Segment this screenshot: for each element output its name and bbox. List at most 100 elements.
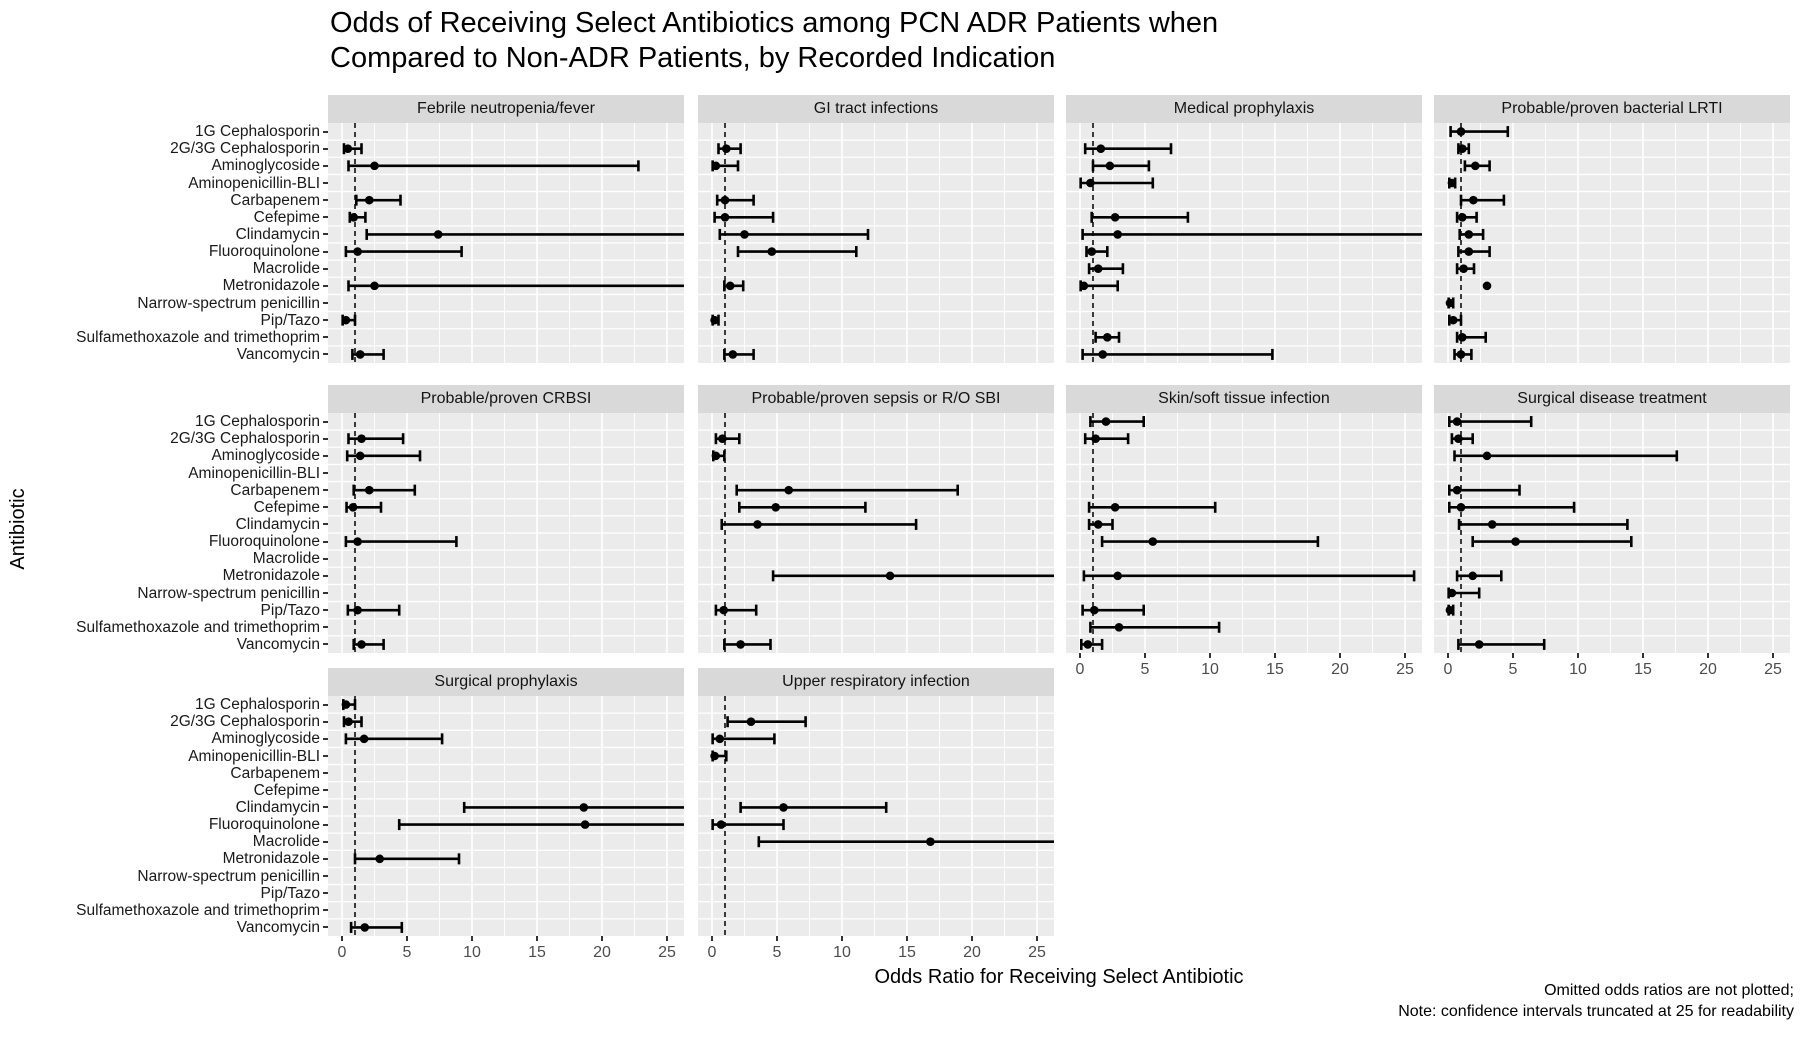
estimate-metronidazole bbox=[353, 853, 461, 865]
estimate-cefepime bbox=[348, 211, 367, 223]
forest-svg bbox=[698, 696, 1054, 936]
or-point bbox=[1101, 417, 1111, 426]
estimate-metronidazole bbox=[771, 570, 1054, 582]
estimate-2g-3g-cephalosporin bbox=[347, 433, 405, 445]
x-axis-label-15: 15 bbox=[898, 944, 916, 961]
or-point bbox=[1445, 605, 1455, 615]
forest-svg bbox=[1434, 413, 1790, 653]
estimate-metronidazole bbox=[723, 280, 745, 292]
y-axis-label-metronidazole: Metronidazole bbox=[222, 850, 320, 868]
or-point bbox=[1454, 434, 1463, 444]
y-axis-tick bbox=[323, 267, 328, 270]
estimate-2g-3g-cephalosporin bbox=[342, 716, 363, 728]
estimate-2g-3g-cephalosporin bbox=[1083, 143, 1173, 155]
estimate-cefepime bbox=[1455, 211, 1478, 223]
y-axis-tick bbox=[323, 506, 328, 509]
estimate-pip-tazo bbox=[1448, 314, 1463, 326]
or-point bbox=[1456, 350, 1466, 359]
forest-svg bbox=[1434, 123, 1790, 363]
forest-svg bbox=[1066, 413, 1422, 653]
facet-strip-medical-prophylaxis: Medical prophylaxis bbox=[1066, 95, 1422, 123]
y-axis-tick bbox=[323, 840, 328, 843]
or-point bbox=[1458, 144, 1467, 154]
y-axis-tick bbox=[323, 574, 328, 577]
or-point bbox=[736, 640, 745, 649]
x-axis-tick bbox=[601, 936, 603, 941]
y-axis-label-sulfamethoxazole-and-trimethoprim: Sulfamethoxazole and trimethoprim bbox=[76, 328, 320, 346]
x-axis-label-15: 15 bbox=[1266, 661, 1284, 678]
x-axis-tick bbox=[1577, 653, 1579, 658]
y-axis-tick bbox=[323, 909, 328, 912]
or-point bbox=[1105, 161, 1115, 171]
or-point bbox=[343, 144, 353, 154]
y-axis-label-fluoroquinolone: Fluoroquinolone bbox=[208, 243, 320, 261]
footnote-line2: Note: confidence intervals truncated at … bbox=[1398, 1003, 1794, 1020]
or-point bbox=[355, 350, 365, 359]
y-axis-label-aminopenicillin-bli: Aminopenicillin-BLI bbox=[188, 174, 320, 192]
estimate-fluoroquinolone bbox=[344, 246, 463, 258]
estimate-clindamycin bbox=[1457, 518, 1629, 530]
y-axis-tick bbox=[323, 926, 328, 929]
facet-strip-surgical-prophylaxis: Surgical prophylaxis bbox=[328, 668, 684, 696]
estimate-vancomycin bbox=[1457, 638, 1546, 650]
or-point bbox=[1093, 264, 1103, 274]
estimate-cefepime bbox=[1090, 211, 1190, 223]
estimate-aminoglycoside bbox=[345, 450, 422, 462]
or-point bbox=[753, 520, 762, 529]
estimate-narrow-spectrum-penicillin bbox=[1447, 587, 1481, 599]
y-axis-tick bbox=[323, 875, 328, 877]
facet-strip-probable-proven-bacterial-lrti: Probable/proven bacterial LRTI bbox=[1434, 95, 1790, 123]
x-axis-label-25: 25 bbox=[1764, 661, 1782, 678]
or-point bbox=[1468, 571, 1477, 581]
estimate-fluoroquinolone bbox=[711, 819, 785, 831]
estimate-carbapenem bbox=[715, 194, 755, 206]
or-point bbox=[1474, 640, 1484, 649]
y-axis-tick bbox=[323, 643, 328, 646]
estimate-macrolide bbox=[1087, 263, 1125, 275]
x-axis-tick bbox=[776, 936, 778, 941]
x-axis-tick bbox=[536, 936, 538, 941]
or-point bbox=[719, 605, 728, 615]
estimate-clindamycin bbox=[739, 801, 888, 813]
or-point bbox=[1086, 178, 1095, 188]
y-axis-tick bbox=[323, 857, 328, 860]
x-axis-label-15: 15 bbox=[528, 944, 546, 961]
estimate-aminoglycoside bbox=[711, 733, 776, 745]
or-point bbox=[1148, 537, 1158, 546]
estimate-carbapenem bbox=[352, 484, 417, 496]
forest-svg bbox=[698, 413, 1054, 653]
y-axis-label-clindamycin: Clindamycin bbox=[235, 225, 320, 243]
facet-strip-surgical-disease-treatment: Surgical disease treatment bbox=[1434, 385, 1790, 413]
y-axis-label-metronidazole: Metronidazole bbox=[222, 277, 320, 295]
facet-panel-gi-tract-infections bbox=[698, 123, 1054, 363]
y-axis-label-narrow-spectrum-penicillin: Narrow-spectrum penicillin bbox=[137, 294, 320, 312]
estimate-aminoglycoside bbox=[1453, 450, 1679, 462]
or-point bbox=[370, 161, 379, 171]
estimate-carbapenem bbox=[735, 484, 960, 496]
or-point bbox=[1464, 247, 1474, 256]
estimate-cefepime bbox=[737, 501, 867, 513]
estimate-vancomycin bbox=[1081, 348, 1274, 360]
or-point bbox=[1447, 178, 1457, 188]
forest-svg bbox=[328, 123, 684, 363]
or-point bbox=[1110, 212, 1120, 222]
y-axis-tick bbox=[323, 626, 328, 629]
x-axis-label-10: 10 bbox=[833, 944, 851, 961]
estimate-1g-cephalosporin bbox=[1448, 416, 1533, 428]
estimate-fluoroquinolone bbox=[1085, 246, 1109, 258]
y-axis-label-cefepime: Cefepime bbox=[253, 781, 320, 799]
facet-strip-probable-proven-crbsi: Probable/proven CRBSI bbox=[328, 385, 684, 413]
or-point bbox=[710, 315, 719, 325]
estimate-cefepime bbox=[1448, 501, 1576, 513]
x-axis-label-5: 5 bbox=[772, 944, 782, 961]
estimate-metronidazole bbox=[1455, 570, 1503, 582]
y-axis-tick bbox=[323, 353, 328, 356]
y-axis-tick bbox=[323, 182, 328, 184]
estimate-pip-tazo bbox=[346, 604, 401, 616]
x-axis-label-5: 5 bbox=[1140, 661, 1150, 678]
forest-svg bbox=[328, 413, 684, 653]
facet-panel-probable-proven-sepsis-or-r-o-sbi bbox=[698, 413, 1054, 653]
facet-strip-probable-proven-sepsis-or-r-o-sbi: Probable/proven sepsis or R/O SBI bbox=[698, 385, 1054, 413]
x-axis-tick bbox=[971, 936, 973, 941]
y-axis-label-cefepime: Cefepime bbox=[253, 208, 320, 226]
